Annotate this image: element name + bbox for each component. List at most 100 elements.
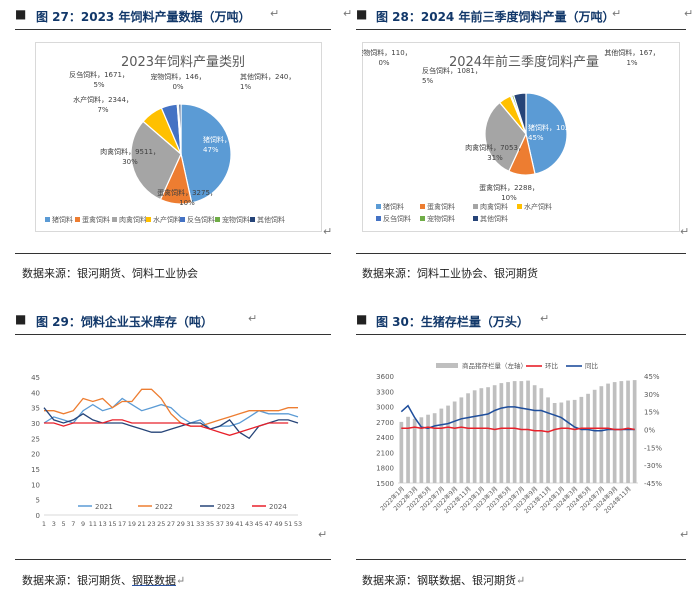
y-tick-label: 10 xyxy=(31,481,40,489)
x-tick-label: 43 xyxy=(245,520,253,528)
legend-label: 反刍饲料 xyxy=(187,215,215,224)
pie-legend: 猪饲料蛋禽饲料肉禽饲料水产饲料反刍饲料宠物饲料其他饲料 xyxy=(45,215,285,224)
y-left-tick-label: 3000 xyxy=(376,404,394,412)
pie-data-label: 10% xyxy=(501,194,517,202)
pie-data-label: 猪饲料，14975， xyxy=(203,135,260,144)
legend-swatch xyxy=(215,217,220,222)
bar xyxy=(552,403,557,483)
y-right-tick-label: 15% xyxy=(644,409,660,417)
pie-data-label: 47% xyxy=(203,146,219,154)
bullet-icon: ■ xyxy=(356,7,368,21)
pie-slice-2 xyxy=(484,101,527,173)
legend-swatch xyxy=(250,217,255,222)
x-tick-label: 33 xyxy=(196,520,204,528)
legend-swatch xyxy=(420,204,425,209)
x-tick-label: 21 xyxy=(138,520,146,528)
bar xyxy=(466,393,470,483)
x-tick-label: 19 xyxy=(128,520,136,528)
pie-slice-2 xyxy=(130,120,182,201)
bar xyxy=(399,421,404,483)
axes: 1500 1800 2100 2400 2700 3000 3300 3600 -45% -30%… xyxy=(376,373,662,515)
bar xyxy=(579,396,584,483)
y-right-tick-label: 30% xyxy=(644,391,660,399)
paragraph-mark-icon: ↵ xyxy=(612,7,622,20)
source-text: 数据来源：银河期货、 xyxy=(22,574,132,587)
pie-data-label: 宠物饲料，110， xyxy=(362,48,412,57)
legend-swatch xyxy=(436,363,458,368)
legend-swatch xyxy=(75,217,80,222)
source-note-29: 数据来源：银河期货、钢联数据↵ xyxy=(22,572,185,588)
legend-label: 环比 xyxy=(545,361,559,370)
series-line-mom xyxy=(401,426,635,433)
divider xyxy=(356,29,686,30)
pie-data-label: 5% xyxy=(422,77,433,85)
pie-labels: 猪饲料，14975， 47% 蛋禽饲料，3275， 10% 肉禽饲料，9511， 30% 水… xyxy=(69,70,295,207)
y-tick-label: 15 xyxy=(31,466,40,474)
paragraph-mark-icon: ↵ xyxy=(540,312,550,325)
x-tick-label: 51 xyxy=(284,520,292,528)
y-right-tick-label: -15% xyxy=(644,444,662,452)
pie-data-label: 肉禽饲料，9511， xyxy=(100,147,160,156)
pie-slice-0 xyxy=(180,103,232,204)
y-right-tick-label: -45% xyxy=(644,480,662,488)
bullet-icon: ■ xyxy=(15,312,27,326)
paragraph-mark-icon: ↵ xyxy=(516,574,526,587)
bar xyxy=(519,381,524,483)
bar xyxy=(632,380,637,483)
bar xyxy=(459,397,464,483)
bullet-icon: ■ xyxy=(356,312,368,326)
chart-title: 2024年前三季度饲料产量 xyxy=(449,54,599,70)
legend-label: 2022 xyxy=(155,503,173,511)
legend: 商品猪存栏量（左轴） 环比 同比 xyxy=(436,361,599,370)
source-note-28: 数据来源：饲料工业协会、银河期货 xyxy=(362,267,538,280)
pie-data-label: 水产饲料，2344， xyxy=(73,95,133,104)
pie-data-label: 0% xyxy=(378,59,389,67)
bar xyxy=(512,381,517,483)
bar xyxy=(559,402,564,483)
divider xyxy=(15,334,331,335)
bar xyxy=(612,382,617,483)
bar xyxy=(566,400,570,483)
x-tick-label: 45 xyxy=(255,520,263,528)
legend-swatch xyxy=(473,204,478,209)
pie-slices xyxy=(130,103,232,205)
legend-label: 蛋禽饲料 xyxy=(82,215,110,224)
pie-data-label: 肉禽饲料，7053， xyxy=(465,143,525,152)
legend-swatch xyxy=(376,216,381,221)
legend-label: 水产饲料 xyxy=(524,202,552,211)
x-tick-label: 3 xyxy=(52,520,56,528)
bar xyxy=(526,380,530,483)
legend-swatch xyxy=(180,217,185,222)
bar xyxy=(539,388,544,483)
legend-label: 商品猪存栏量（左轴） xyxy=(462,361,527,370)
fig30-title: 图 30：生猪存栏量（万头） xyxy=(376,315,529,329)
bar xyxy=(499,383,504,483)
series-line-2024 xyxy=(44,419,289,436)
legend-swatch xyxy=(376,204,381,209)
source-text: 数据来源：钢联数据、银河期货 xyxy=(362,574,516,587)
x-tick-label: 53 xyxy=(294,520,302,528)
paragraph-mark-icon: ↵ xyxy=(176,574,186,587)
x-tick-label: 11 xyxy=(89,520,97,528)
pie-data-label: 10% xyxy=(179,199,195,207)
source-link[interactable]: 钢联数据 xyxy=(132,574,176,587)
pie-chart-2024: 2024年前三季度饲料产量 猪饲料，10229， 45% 蛋禽饲料，2288， 10%… xyxy=(362,42,680,232)
x-tick-label: 27 xyxy=(167,520,175,528)
pie-data-label: 5% xyxy=(93,81,104,89)
x-tick-label: 23 xyxy=(147,520,155,528)
series-lines xyxy=(400,404,635,433)
legend-label: 其他饲料 xyxy=(480,214,508,223)
bar xyxy=(406,416,410,483)
legend-label: 其他饲料 xyxy=(257,215,285,224)
y-tick-label: 45 xyxy=(31,374,40,382)
divider xyxy=(15,29,331,30)
y-left-tick-label: 1800 xyxy=(376,465,394,473)
x-tick-label: 31 xyxy=(186,520,194,528)
legend-label: 2021 xyxy=(95,503,113,511)
bullet-icon: ■ xyxy=(15,7,27,21)
y-tick-label: 30 xyxy=(31,420,40,428)
y-right-tick-label: -30% xyxy=(644,462,662,470)
x-tick-label: 41 xyxy=(235,520,243,528)
bar xyxy=(492,385,497,483)
